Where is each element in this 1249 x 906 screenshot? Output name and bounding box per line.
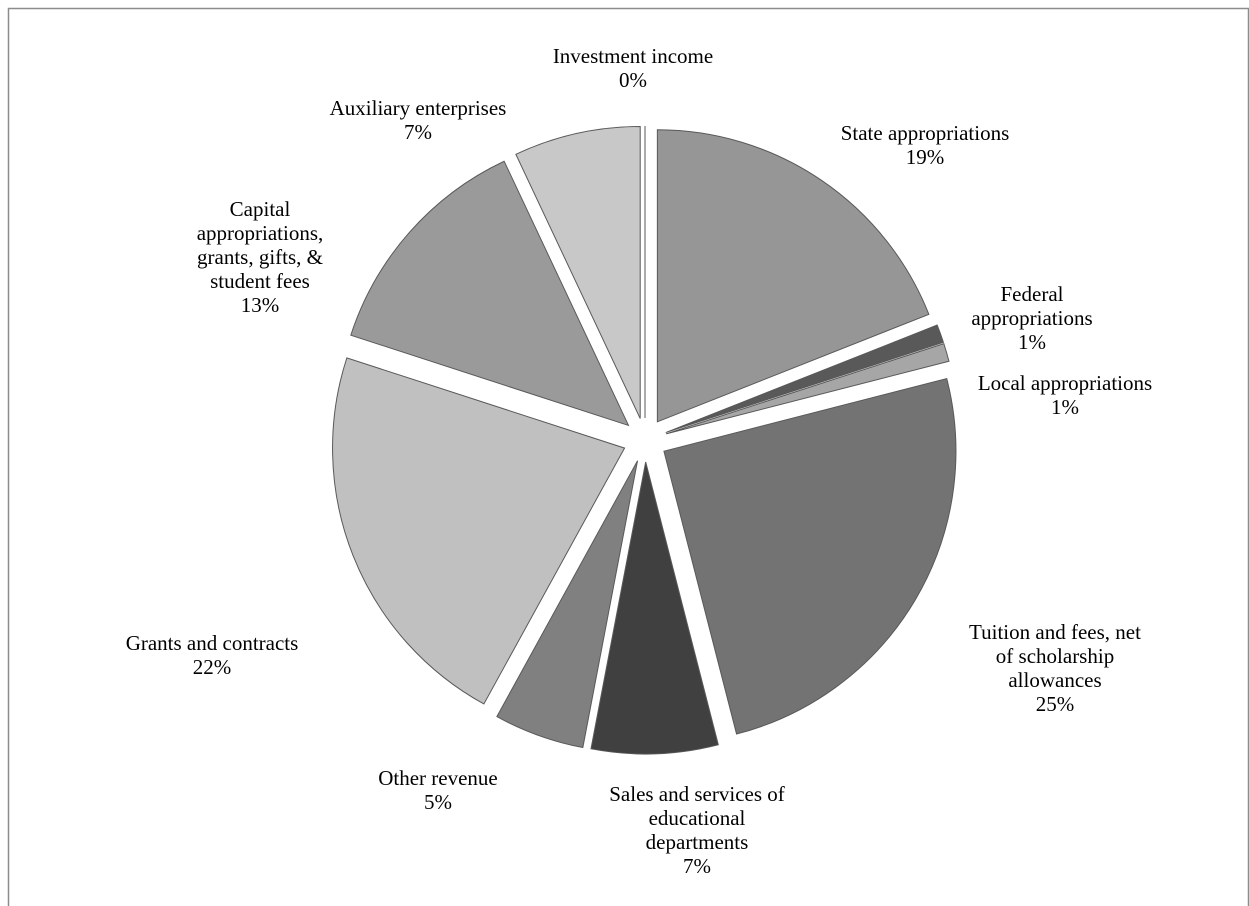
- value-label: 19%: [905, 145, 945, 169]
- category-label: Sales and services of educational depart…: [609, 782, 785, 854]
- slice-label-text: Auxiliary enterprises 7%: [278, 96, 558, 144]
- slice-label-text: Tuition and fees, net of scholarship all…: [915, 620, 1195, 716]
- pie-slice: [663, 377, 957, 735]
- value-label: 25%: [1035, 692, 1075, 716]
- pie-slice: [665, 342, 950, 435]
- pie-slice: [350, 160, 630, 427]
- category-label: Grants and contracts: [125, 631, 299, 655]
- pie-slice: [590, 461, 719, 755]
- category-label: Other revenue: [378, 766, 498, 790]
- category-label: Local appropriations: [977, 371, 1153, 395]
- slice-label-text: Investment income 0%: [493, 44, 773, 92]
- slice-label: Tuition and fees, net of scholarship all…: [915, 620, 1195, 716]
- value-label: 1%: [1051, 395, 1079, 419]
- value-label: 22%: [192, 655, 232, 679]
- pie-slice: [332, 357, 626, 705]
- category-label: Auxiliary enterprises: [329, 96, 507, 120]
- pie-slice: [665, 324, 945, 434]
- slice-label: Sales and services of educational depart…: [557, 782, 837, 878]
- value-label: 7%: [404, 120, 432, 144]
- value-label: 0%: [619, 68, 647, 92]
- category-label: Investment income: [552, 44, 714, 68]
- slice-label-text: Grants and contracts 22%: [72, 631, 352, 679]
- pie-slice: [496, 460, 639, 749]
- slice-label-text: Capital appropriations, grants, gifts, &…: [120, 197, 400, 317]
- category-label: Capital appropriations, grants, gifts, &…: [196, 197, 324, 293]
- slice-label-text: Federal appropriations 1%: [892, 282, 1172, 354]
- slice-label-text: Sales and services of educational depart…: [557, 782, 837, 878]
- slice-label: Capital appropriations, grants, gifts, &…: [120, 197, 400, 317]
- pie-slice: [656, 129, 930, 423]
- value-label: 7%: [683, 854, 711, 878]
- value-label: 13%: [240, 293, 280, 317]
- slice-label-text: Other revenue 5%: [298, 766, 578, 814]
- category-label: State appropriations: [840, 121, 1010, 145]
- category-label: Tuition and fees, net of scholarship all…: [969, 620, 1141, 692]
- slice-label-text: State appropriations 19%: [785, 121, 1065, 169]
- value-label: 5%: [424, 790, 452, 814]
- category-label: Federal appropriations: [971, 282, 1093, 330]
- pie-slice: [515, 126, 641, 419]
- value-label: 1%: [1018, 330, 1046, 354]
- slice-label-text: Local appropriations 1%: [925, 371, 1205, 419]
